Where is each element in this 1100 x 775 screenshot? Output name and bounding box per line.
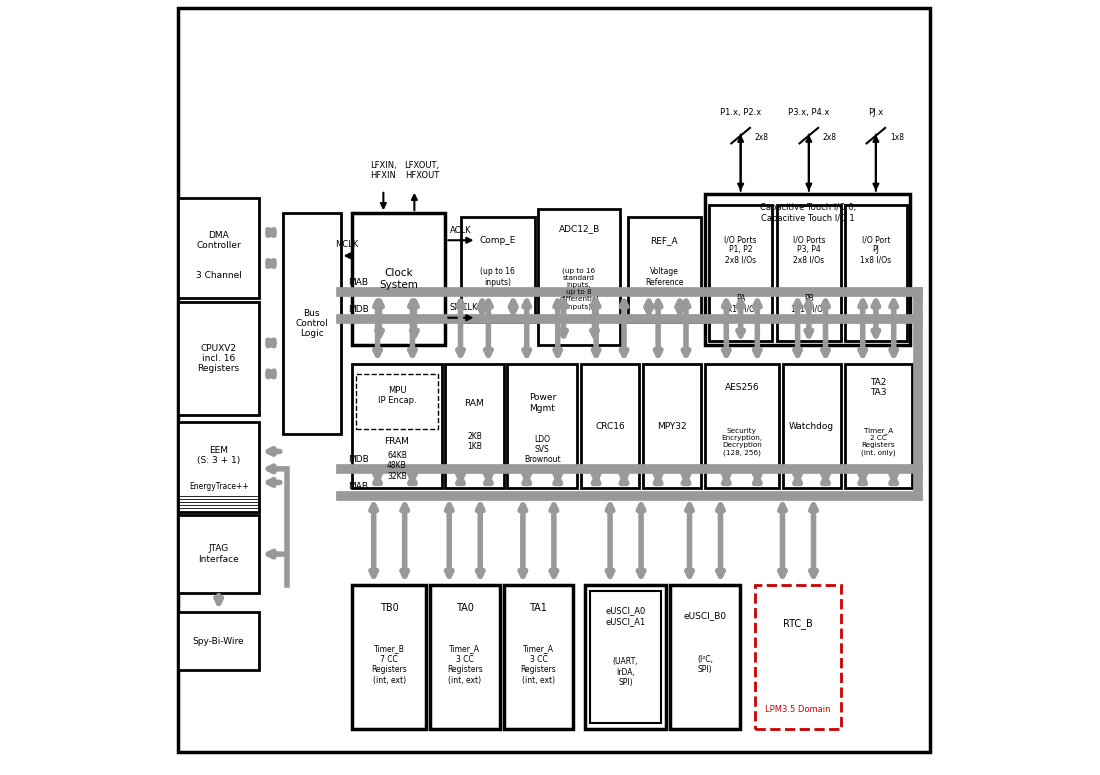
Text: P3.x, P4.x: P3.x, P4.x (789, 108, 829, 117)
Text: (I²C,
SPI): (I²C, SPI) (697, 655, 713, 674)
Text: PB
1x16 I/Os: PB 1x16 I/Os (791, 294, 827, 314)
Text: LFXOUT,
HFXOUT: LFXOUT, HFXOUT (405, 160, 440, 181)
FancyBboxPatch shape (845, 205, 906, 341)
Text: P1.x, P2.x: P1.x, P2.x (720, 108, 761, 117)
Text: Capacitive Touch I/O 0,
Capacitive Touch I/O 1: Capacitive Touch I/O 0, Capacitive Touch… (760, 203, 856, 223)
Text: SMCLK: SMCLK (450, 303, 478, 312)
FancyBboxPatch shape (538, 209, 619, 345)
FancyBboxPatch shape (461, 217, 535, 322)
Text: MAB: MAB (349, 278, 368, 288)
Text: I/O Port
PJ
1x8 I/Os: I/O Port PJ 1x8 I/Os (860, 235, 891, 265)
FancyBboxPatch shape (352, 213, 446, 345)
Text: MPY32: MPY32 (658, 422, 686, 431)
Text: I/O Ports
P3, P4
2x8 I/Os: I/O Ports P3, P4 2x8 I/Os (793, 235, 825, 265)
Text: MDB: MDB (349, 455, 370, 464)
FancyBboxPatch shape (178, 612, 260, 670)
Text: Bus
Control
Logic: Bus Control Logic (295, 308, 328, 339)
FancyBboxPatch shape (430, 585, 499, 728)
Text: Power
Mgmt: Power Mgmt (529, 393, 556, 413)
Text: ACLK: ACLK (450, 226, 472, 236)
FancyBboxPatch shape (178, 422, 260, 512)
Text: Spy-Bi-Wire: Spy-Bi-Wire (192, 637, 244, 646)
Text: Security
Encryption,
Decryption
(128, 256): Security Encryption, Decryption (128, 25… (722, 428, 762, 456)
Text: TA1: TA1 (529, 604, 548, 613)
Text: Timer_A
2 CC
Registers
(int. only): Timer_A 2 CC Registers (int. only) (861, 428, 895, 456)
FancyBboxPatch shape (705, 194, 911, 345)
FancyBboxPatch shape (708, 205, 772, 341)
Text: MPU
IP Encap.: MPU IP Encap. (377, 385, 416, 405)
Text: 2x8: 2x8 (823, 133, 837, 143)
Text: MDB: MDB (349, 305, 370, 315)
Text: MAB: MAB (349, 482, 368, 491)
Text: EEM
(S: 3 + 1): EEM (S: 3 + 1) (197, 446, 240, 465)
Text: PA
1x16 I/Os: PA 1x16 I/Os (723, 294, 759, 314)
Text: 2x8: 2x8 (755, 133, 769, 143)
Text: eUSCI_A0
eUSCI_A1: eUSCI_A0 eUSCI_A1 (605, 606, 646, 626)
Text: MCLK: MCLK (334, 239, 359, 249)
FancyBboxPatch shape (178, 8, 930, 752)
Text: eUSCI_B0: eUSCI_B0 (683, 611, 727, 621)
FancyBboxPatch shape (782, 364, 840, 488)
FancyBboxPatch shape (591, 591, 661, 723)
Text: Voltage
Reference: Voltage Reference (645, 267, 683, 287)
FancyBboxPatch shape (585, 585, 667, 728)
Text: ADC12_B: ADC12_B (559, 224, 600, 233)
FancyBboxPatch shape (670, 585, 740, 728)
Text: RAM: RAM (464, 398, 484, 408)
Text: TA2
TA3: TA2 TA3 (870, 377, 887, 398)
FancyBboxPatch shape (352, 585, 426, 728)
Text: LDO
SVS
Brownout: LDO SVS Brownout (524, 435, 561, 464)
Text: Comp_E: Comp_E (480, 236, 516, 245)
Text: Timer_A
3 CC
Registers
(int, ext): Timer_A 3 CC Registers (int, ext) (447, 645, 483, 684)
Text: (UART,
IrDA,
SPI): (UART, IrDA, SPI) (613, 657, 638, 687)
FancyBboxPatch shape (507, 364, 578, 488)
FancyBboxPatch shape (504, 585, 573, 728)
Text: 2KB
1KB: 2KB 1KB (468, 432, 482, 452)
Text: TB0: TB0 (379, 604, 398, 613)
Text: LFXIN,
HFXIN: LFXIN, HFXIN (370, 160, 397, 181)
FancyBboxPatch shape (581, 364, 639, 488)
Text: AES256: AES256 (725, 383, 759, 392)
Text: CPUXV2
incl. 16
Registers: CPUXV2 incl. 16 Registers (198, 343, 240, 374)
FancyBboxPatch shape (178, 198, 260, 298)
Text: 3 Channel: 3 Channel (196, 270, 242, 280)
FancyBboxPatch shape (283, 213, 341, 434)
Text: (up to 16
standard
inputs,
up to 8
differential
inputs): (up to 16 standard inputs, up to 8 diffe… (560, 267, 598, 310)
Text: 64KB
48KB
32KB: 64KB 48KB 32KB (387, 451, 407, 480)
Text: REF_A: REF_A (650, 236, 678, 245)
Text: PJ.x: PJ.x (868, 108, 883, 117)
Text: I/O Ports
P1, P2
2x8 I/Os: I/O Ports P1, P2 2x8 I/Os (725, 235, 757, 265)
FancyBboxPatch shape (446, 364, 504, 488)
Text: Watchdog: Watchdog (789, 422, 834, 431)
FancyBboxPatch shape (644, 364, 701, 488)
Text: Timer_B
7 CC
Registers
(int, ext): Timer_B 7 CC Registers (int, ext) (372, 645, 407, 684)
Text: LPM3.5 Domain: LPM3.5 Domain (766, 704, 830, 714)
Text: Clock
System: Clock System (379, 268, 418, 290)
Text: DMA
Controller: DMA Controller (196, 230, 241, 250)
Text: (up to 16
inputs): (up to 16 inputs) (481, 267, 515, 287)
Text: EnergyTrace++: EnergyTrace++ (189, 482, 249, 491)
FancyBboxPatch shape (356, 374, 438, 429)
Text: JTAG
Interface: JTAG Interface (198, 544, 239, 564)
FancyBboxPatch shape (845, 364, 912, 488)
Text: Timer_A
3 CC
Registers
(int, ext): Timer_A 3 CC Registers (int, ext) (520, 645, 557, 684)
Text: TA0: TA0 (455, 604, 474, 613)
FancyBboxPatch shape (756, 585, 840, 728)
Text: 1x8: 1x8 (890, 133, 904, 143)
FancyBboxPatch shape (777, 205, 840, 341)
Text: RTC_B: RTC_B (783, 618, 813, 629)
FancyBboxPatch shape (352, 364, 441, 488)
FancyBboxPatch shape (627, 217, 701, 322)
FancyBboxPatch shape (705, 364, 779, 488)
FancyBboxPatch shape (178, 515, 260, 593)
FancyBboxPatch shape (178, 302, 260, 415)
Text: CRC16: CRC16 (595, 422, 625, 431)
Text: FRAM: FRAM (385, 436, 409, 446)
